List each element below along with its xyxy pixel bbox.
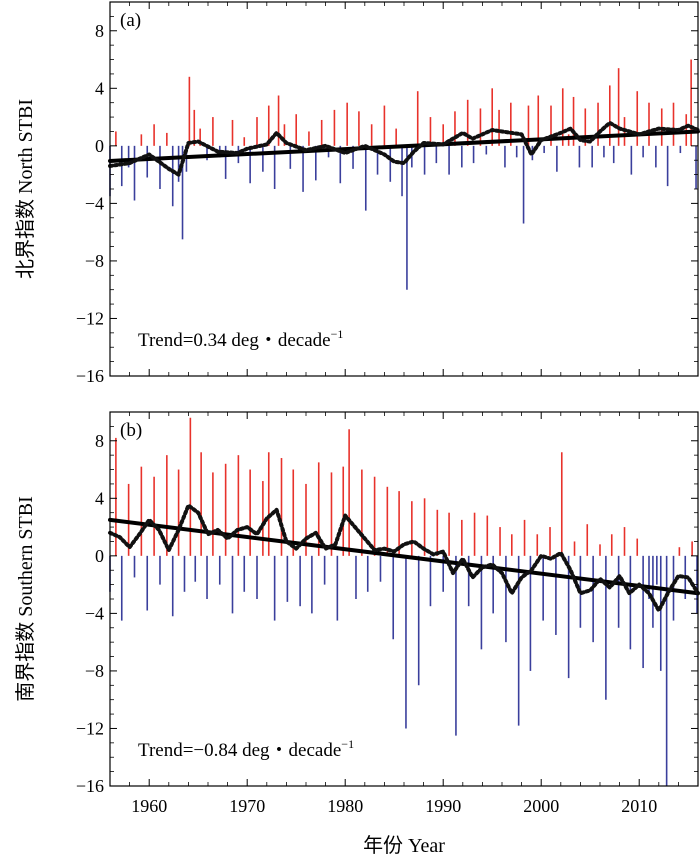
- b-y-tick-label: 0: [95, 546, 104, 566]
- panel-b-plot-clip-group: [108, 417, 700, 786]
- panel-a-axes: 8 4 0 −4 −8 −12 −16: [76, 1, 699, 386]
- b-y-tick-label: 4: [95, 488, 104, 508]
- panel-a-trend-text: Trend=0.34 deg・decade−1: [138, 327, 343, 351]
- a-trend-line: [108, 129, 700, 163]
- panel-b-trend-text: Trend=−0.84 deg・decade−1: [138, 737, 354, 761]
- panel-b-trend-group: [108, 517, 700, 596]
- a-y-tick-label: −16: [76, 366, 104, 386]
- panel-b-trend-exponent: −1: [341, 737, 354, 751]
- x-tick-label: 2000: [523, 796, 559, 816]
- panel-a: 8 4 0 −4 −8 −12 −16 (a) Trend=0.34 deg・decade−…: [14, 1, 700, 386]
- b-y-tick-label: −16: [76, 776, 104, 796]
- panel-b-axes: 8 4 0 −4 −8 −12 −16 1960 1970 1980 1990 2000 2010: [76, 411, 699, 816]
- x-tick-label: 1990: [425, 796, 461, 816]
- a-smoothed-line: [108, 120, 700, 177]
- panel-b-trend-main: Trend=−0.84 deg・decade: [138, 740, 341, 761]
- panel-b-frame: [109, 411, 699, 787]
- b-y-tick-label: −4: [85, 603, 104, 623]
- panel-a-bars: [109, 59, 697, 290]
- x-tick-label: 1970: [229, 796, 265, 816]
- panel-b-label: (b): [120, 420, 142, 441]
- b-trend-line: [108, 517, 700, 596]
- panel-b-bars: [109, 417, 698, 786]
- panel-b: 8 4 0 −4 −8 −12 −16 1960 1970 1980 1990 2000 2010 (b…: [14, 411, 700, 816]
- panel-a-smooth-group: [108, 120, 700, 177]
- x-axis-label: 年份 Year: [363, 834, 445, 857]
- x-tick-label: 1980: [327, 796, 363, 816]
- a-y-tick-label: −4: [85, 193, 104, 213]
- panel-a-trend-group: [108, 129, 700, 163]
- b-y-tick-label: −8: [85, 661, 104, 681]
- b-smoothed-line: [108, 503, 700, 613]
- panel-b-smooth-group: [108, 503, 700, 613]
- panel-a-label: (a): [120, 10, 141, 31]
- panel-a-frame: [109, 1, 699, 377]
- x-tick-label: 2010: [621, 796, 657, 816]
- a-y-tick-label: 8: [95, 21, 104, 41]
- b-y-tick-label: −12: [76, 718, 104, 738]
- a-y-tick-label: −8: [85, 251, 104, 271]
- panel-a-trend-exponent: −1: [331, 327, 344, 341]
- a-y-tick-label: 0: [95, 136, 104, 156]
- a-y-tick-label: −12: [76, 308, 104, 328]
- panel-a-trend-main: Trend=0.34 deg・decade: [138, 330, 331, 351]
- panel-b-y-axis-label: 南界指数 Southern STBI: [14, 496, 37, 702]
- a-y-tick-label: 4: [95, 78, 104, 98]
- x-tick-label: 1960: [131, 796, 167, 816]
- panel-a-y-axis-label: 北界指数 North STBI: [14, 99, 37, 279]
- b-y-tick-label: 8: [95, 431, 104, 451]
- panel-a-plot-clip-group: [108, 59, 700, 290]
